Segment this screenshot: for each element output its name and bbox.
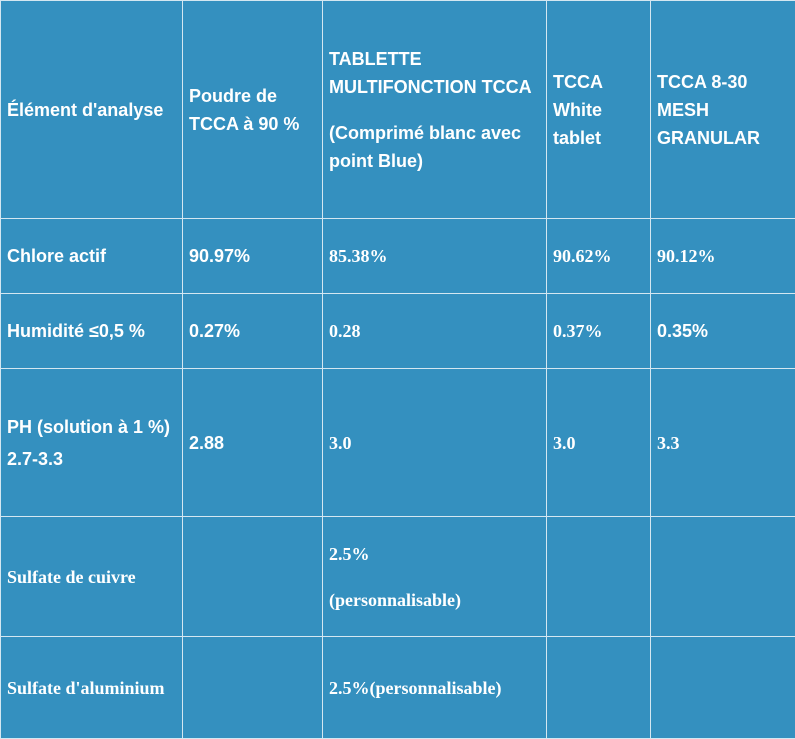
cell-granular: 3.3 [651, 369, 795, 517]
header-row: Élément d'analyse Poudre de TCCA à 90 % … [1, 1, 795, 219]
header-white-tablet: TCCA White tablet [547, 1, 651, 219]
row-label: Sulfate de cuivre [1, 517, 183, 637]
cell-white-tablet [547, 637, 651, 739]
header-powder: Poudre de TCCA à 90 % [183, 1, 323, 219]
header-multifunction: TABLETTE MULTIFONCTION TCCA (Comprimé bl… [323, 1, 547, 219]
cell-white-tablet [547, 517, 651, 637]
cell-powder: 90.97% [183, 219, 323, 294]
table-row: Humidité ≤0,5 % 0.27% 0.28 0.37% 0.35% [1, 294, 795, 369]
cell-multifunction: 2.5% (personnalisable) [323, 517, 547, 637]
row-label-main: PH (solution à 1 %) [7, 417, 170, 437]
row-label: Chlore actif [1, 219, 183, 294]
header-multifunction-title: TABLETTE MULTIFONCTION TCCA [329, 49, 532, 97]
row-label-range: 2.7-3.3 [7, 445, 176, 473]
cell-white-tablet: 3.0 [547, 369, 651, 517]
cell-white-tablet: 90.62% [547, 219, 651, 294]
cell-powder [183, 517, 323, 637]
header-granular: TCCA 8-30 MESH GRANULAR [651, 1, 795, 219]
cell-granular [651, 517, 795, 637]
cell-granular: 0.35% [651, 294, 795, 369]
cell-multifunction-note: (personnalisable) [329, 590, 461, 610]
table-row: Chlore actif 90.97% 85.38% 90.62% 90.12% [1, 219, 795, 294]
cell-powder: 2.88 [183, 369, 323, 517]
cell-multifunction: 0.28 [323, 294, 547, 369]
table-row: Sulfate d'aluminium 2.5%(personnalisable… [1, 637, 795, 739]
row-label: Sulfate d'aluminium [1, 637, 183, 739]
header-multifunction-sub: (Comprimé blanc avec point Blue) [329, 123, 521, 171]
cell-multifunction-value: 2.5% [329, 544, 370, 564]
row-label: Humidité ≤0,5 % [1, 294, 183, 369]
cell-granular: 90.12% [651, 219, 795, 294]
table-row: PH (solution à 1 %) 2.7-3.3 2.88 3.0 3.0… [1, 369, 795, 517]
cell-powder: 0.27% [183, 294, 323, 369]
cell-multifunction: 85.38% [323, 219, 547, 294]
header-element: Élément d'analyse [1, 1, 183, 219]
cell-powder [183, 637, 323, 739]
cell-granular [651, 637, 795, 739]
cell-multifunction: 2.5%(personnalisable) [323, 637, 547, 739]
cell-white-tablet: 0.37% [547, 294, 651, 369]
row-label: PH (solution à 1 %) 2.7-3.3 [1, 369, 183, 517]
table-row: Sulfate de cuivre 2.5% (personnalisable) [1, 517, 795, 637]
cell-multifunction: 3.0 [323, 369, 547, 517]
